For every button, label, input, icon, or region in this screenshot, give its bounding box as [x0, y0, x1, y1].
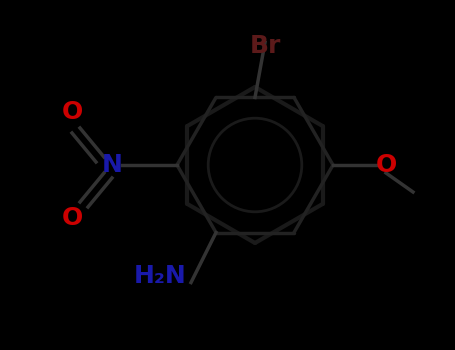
Text: Br: Br	[249, 34, 281, 58]
Text: H₂N: H₂N	[133, 264, 186, 288]
Text: O: O	[375, 153, 397, 177]
Text: O: O	[61, 100, 83, 124]
Text: N: N	[101, 153, 122, 177]
Text: O: O	[61, 206, 83, 230]
